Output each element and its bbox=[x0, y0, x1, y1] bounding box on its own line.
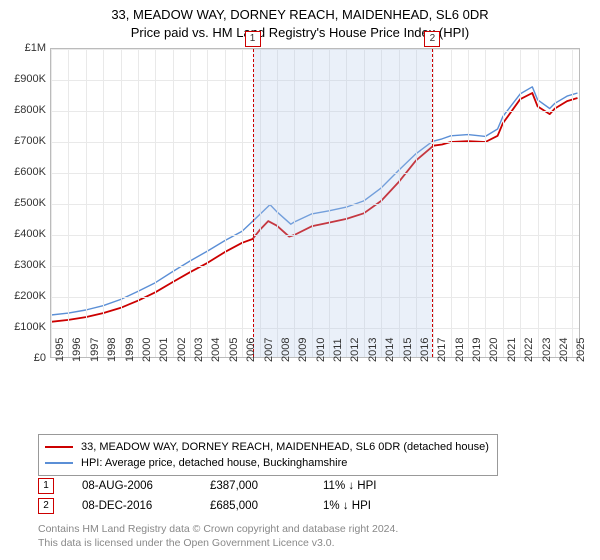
x-axis-label: 2009 bbox=[297, 338, 309, 362]
legend-box: 33, MEADOW WAY, DORNEY REACH, MAIDENHEAD… bbox=[38, 434, 498, 476]
plot-area: 12 bbox=[50, 48, 580, 358]
y-axis-label: £300K bbox=[14, 259, 46, 271]
x-axis-label: 1998 bbox=[106, 338, 118, 362]
y-axis-label: £600K bbox=[14, 166, 46, 178]
x-axis-label: 2008 bbox=[280, 338, 292, 362]
y-axis-label: £200K bbox=[14, 290, 46, 302]
gridline-vertical bbox=[190, 49, 191, 357]
datapoint-table: 1 08-AUG-2006 £387,000 11% ↓ HPI 2 08-DEC-201… bbox=[38, 476, 403, 516]
x-axis-label: 2010 bbox=[315, 338, 327, 362]
gridline-vertical bbox=[225, 49, 226, 357]
datapoint-marker: 2 bbox=[38, 498, 54, 514]
x-axis-label: 2007 bbox=[263, 338, 275, 362]
y-axis-label: £100K bbox=[14, 321, 46, 333]
x-axis-label: 2003 bbox=[193, 338, 205, 362]
x-axis-label: 2016 bbox=[419, 338, 431, 362]
sale-marker-line bbox=[253, 49, 254, 357]
x-axis-label: 1996 bbox=[71, 338, 83, 362]
gridline-vertical bbox=[51, 49, 52, 357]
x-axis-label: 2023 bbox=[541, 338, 553, 362]
chart-container: 33, MEADOW WAY, DORNEY REACH, MAIDENHEAD… bbox=[0, 0, 600, 560]
legend-swatch bbox=[45, 446, 73, 448]
gridline-vertical bbox=[68, 49, 69, 357]
x-axis-label: 2011 bbox=[332, 338, 344, 362]
x-axis-label: 2006 bbox=[245, 338, 257, 362]
y-axis-label: £800K bbox=[14, 104, 46, 116]
chart-title: 33, MEADOW WAY, DORNEY REACH, MAIDENHEAD… bbox=[0, 0, 600, 41]
x-axis-label: 2005 bbox=[228, 338, 240, 362]
y-axis-label: £500K bbox=[14, 197, 46, 209]
gridline-vertical bbox=[555, 49, 556, 357]
gridline-vertical bbox=[520, 49, 521, 357]
x-axis-label: 2018 bbox=[454, 338, 466, 362]
y-axis-label: £0 bbox=[34, 352, 46, 364]
gridline-vertical bbox=[451, 49, 452, 357]
x-axis-label: 2017 bbox=[436, 338, 448, 362]
x-axis-label: 2012 bbox=[349, 338, 361, 362]
gridline-vertical bbox=[242, 49, 243, 357]
gridline-vertical bbox=[86, 49, 87, 357]
sale-marker-badge: 2 bbox=[424, 31, 440, 47]
x-axis-label: 2001 bbox=[158, 338, 170, 362]
x-axis-label: 2021 bbox=[506, 338, 518, 362]
legend-swatch bbox=[45, 462, 73, 463]
datapoint-vs-hpi: 11% ↓ HPI bbox=[323, 480, 403, 492]
gridline-vertical bbox=[103, 49, 104, 357]
x-axis-label: 2013 bbox=[367, 338, 379, 362]
datapoint-price: £685,000 bbox=[210, 500, 295, 512]
x-axis-label: 1997 bbox=[89, 338, 101, 362]
gridline-vertical bbox=[433, 49, 434, 357]
datapoint-row: 1 08-AUG-2006 £387,000 11% ↓ HPI bbox=[38, 476, 403, 496]
legend-item: 33, MEADOW WAY, DORNEY REACH, MAIDENHEAD… bbox=[45, 439, 489, 455]
x-axis-label: 2000 bbox=[141, 338, 153, 362]
gridline-vertical bbox=[538, 49, 539, 357]
chart-area: 12 £0£100K£200K£300K£400K£500K£600K£700K… bbox=[50, 48, 580, 388]
title-subtitle: Price paid vs. HM Land Registry's House … bbox=[0, 24, 600, 42]
y-axis-label: £900K bbox=[14, 73, 46, 85]
legend-label: HPI: Average price, detached house, Buck… bbox=[81, 457, 347, 469]
datapoint-row: 2 08-DEC-2016 £685,000 1% ↓ HPI bbox=[38, 496, 403, 516]
y-axis-label: £700K bbox=[14, 135, 46, 147]
x-axis-label: 1995 bbox=[54, 338, 66, 362]
gridline-vertical bbox=[121, 49, 122, 357]
gridline-vertical bbox=[468, 49, 469, 357]
datapoint-date: 08-DEC-2016 bbox=[82, 500, 182, 512]
title-address: 33, MEADOW WAY, DORNEY REACH, MAIDENHEAD… bbox=[0, 6, 600, 24]
datapoint-vs-hpi: 1% ↓ HPI bbox=[323, 500, 403, 512]
x-axis-label: 2020 bbox=[488, 338, 500, 362]
datapoint-price: £387,000 bbox=[210, 480, 295, 492]
gridline-vertical bbox=[503, 49, 504, 357]
legend-item: HPI: Average price, detached house, Buck… bbox=[45, 455, 489, 471]
gridline-vertical bbox=[173, 49, 174, 357]
x-axis-label: 2022 bbox=[523, 338, 535, 362]
sale-marker-badge: 1 bbox=[245, 31, 261, 47]
legend-label: 33, MEADOW WAY, DORNEY REACH, MAIDENHEAD… bbox=[81, 441, 489, 453]
footer-line2: This data is licensed under the Open Gov… bbox=[38, 536, 398, 550]
gridline-vertical bbox=[138, 49, 139, 357]
gridline-vertical bbox=[485, 49, 486, 357]
gridline-vertical bbox=[207, 49, 208, 357]
datapoint-marker: 1 bbox=[38, 478, 54, 494]
datapoint-date: 08-AUG-2006 bbox=[82, 480, 182, 492]
x-axis-label: 2019 bbox=[471, 338, 483, 362]
x-axis-label: 2014 bbox=[384, 338, 396, 362]
y-axis-label: £1M bbox=[25, 42, 46, 54]
x-axis-label: 2025 bbox=[575, 338, 587, 362]
x-axis-label: 1999 bbox=[124, 338, 136, 362]
y-axis-label: £400K bbox=[14, 228, 46, 240]
x-axis-label: 2024 bbox=[558, 338, 570, 362]
x-axis-label: 2004 bbox=[210, 338, 222, 362]
gridline-vertical bbox=[155, 49, 156, 357]
footer-line1: Contains HM Land Registry data © Crown c… bbox=[38, 522, 398, 536]
gridline-vertical bbox=[572, 49, 573, 357]
x-axis-label: 2015 bbox=[402, 338, 414, 362]
x-axis-label: 2002 bbox=[176, 338, 188, 362]
hpi-comparison-band bbox=[253, 49, 433, 357]
footer-attribution: Contains HM Land Registry data © Crown c… bbox=[38, 522, 398, 550]
sale-marker-line bbox=[432, 49, 433, 357]
